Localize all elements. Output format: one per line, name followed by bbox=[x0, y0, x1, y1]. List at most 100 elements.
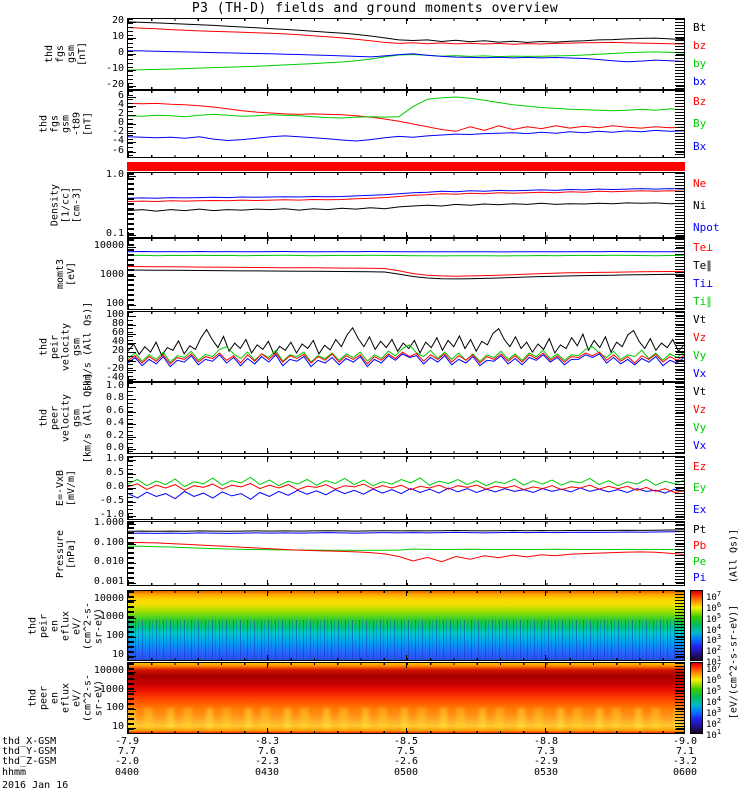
y-major-tick bbox=[128, 502, 136, 503]
legend-label-Bt: Bt bbox=[693, 20, 707, 34]
time-major-tick bbox=[267, 239, 268, 244]
y-tick-label: 40 bbox=[111, 336, 124, 347]
time-major-tick bbox=[545, 457, 546, 462]
y-major-tick bbox=[676, 516, 684, 517]
y-major-tick bbox=[676, 115, 684, 116]
spectrogram-mottle-texture bbox=[128, 707, 684, 729]
time-major-tick bbox=[128, 663, 129, 668]
panel-legend: Ne Ni Npot bbox=[693, 172, 749, 238]
panel-fgs-gsm bbox=[127, 18, 685, 90]
bottom-axis-value: 0430 bbox=[254, 767, 280, 778]
y-major-tick bbox=[128, 412, 136, 413]
colorbar-tick-label: 105 bbox=[706, 612, 722, 625]
series-line-Ez bbox=[128, 482, 684, 494]
time-major-tick bbox=[406, 580, 407, 585]
time-major-tick bbox=[267, 376, 268, 381]
time-major-tick bbox=[545, 232, 546, 237]
y-major-tick bbox=[128, 334, 136, 335]
y-major-tick bbox=[676, 600, 684, 601]
y-major-tick bbox=[128, 22, 136, 23]
panel-series-svg bbox=[128, 326, 684, 368]
time-major-tick bbox=[545, 376, 546, 381]
y-major-tick bbox=[676, 691, 684, 692]
panel-legend: Bz By Bx bbox=[693, 90, 749, 158]
time-major-tick bbox=[406, 383, 407, 388]
time-major-tick bbox=[684, 591, 685, 596]
legend-label-Ti⊥: Ti⊥ bbox=[693, 276, 713, 290]
y-major-tick bbox=[676, 352, 684, 353]
left-axis-minor-ticks bbox=[128, 663, 134, 733]
y-major-tick bbox=[676, 583, 684, 584]
time-major-tick bbox=[684, 84, 685, 89]
legend-label-Ex: Ex bbox=[693, 502, 707, 516]
y-major-tick bbox=[676, 412, 684, 413]
y-axis-label: thd peer en eflux eV/ (cm^2-s- sr-eV) bbox=[27, 673, 105, 723]
y-major-tick bbox=[676, 502, 684, 503]
time-major-tick bbox=[128, 376, 129, 381]
time-major-tick bbox=[406, 232, 407, 237]
bottom-axis-value: -7.9 bbox=[114, 736, 140, 747]
y-tick-label: -20 bbox=[105, 79, 124, 90]
y-tick-label: -4 bbox=[111, 135, 124, 146]
y-major-tick bbox=[128, 637, 136, 638]
time-major-tick bbox=[267, 304, 268, 309]
time-major-tick bbox=[545, 663, 546, 668]
colorbar-tick-label: 103 bbox=[706, 706, 722, 719]
y-major-tick bbox=[676, 276, 684, 277]
colorbar-tick-label: 103 bbox=[706, 633, 722, 646]
time-major-tick bbox=[267, 591, 268, 596]
time-major-tick bbox=[684, 304, 685, 309]
time-major-tick bbox=[128, 239, 129, 244]
y-tick-label: 60 bbox=[111, 327, 124, 338]
y-tick-label: 10000 bbox=[93, 593, 124, 604]
time-major-tick bbox=[545, 304, 546, 309]
time-major-tick bbox=[267, 522, 268, 527]
time-major-tick bbox=[406, 312, 407, 317]
time-major-tick bbox=[267, 448, 268, 453]
time-major-tick bbox=[267, 152, 268, 157]
y-tick-label: 0.5 bbox=[105, 467, 124, 478]
bottom-axis-value: 0400 bbox=[114, 767, 140, 778]
y-major-tick bbox=[676, 97, 684, 98]
y-major-tick bbox=[676, 637, 684, 638]
panel-series-svg bbox=[128, 96, 684, 142]
y-major-tick bbox=[676, 460, 684, 461]
y-major-tick bbox=[128, 516, 136, 517]
left-axis-minor-ticks bbox=[128, 591, 134, 660]
y-major-tick bbox=[128, 672, 136, 673]
y-major-tick bbox=[676, 22, 684, 23]
y-tick-label: -40 bbox=[105, 372, 124, 383]
series-line-Te-para bbox=[128, 269, 684, 280]
y-tick-label: 2 bbox=[117, 108, 124, 119]
y-tick-label: 0.010 bbox=[93, 556, 124, 567]
y-major-tick bbox=[676, 316, 684, 317]
series-line-Pb bbox=[128, 541, 684, 563]
y-major-tick bbox=[676, 142, 684, 143]
y-major-tick bbox=[676, 305, 684, 306]
y-major-tick bbox=[128, 343, 136, 344]
time-major-tick bbox=[545, 91, 546, 96]
panel-legend: Vt Vz Vy Vx bbox=[693, 382, 749, 454]
time-major-tick bbox=[684, 728, 685, 733]
y-major-tick bbox=[676, 672, 684, 673]
right-axis-minor-ticks bbox=[675, 522, 684, 585]
right-axis-minor-ticks bbox=[675, 173, 684, 237]
time-major-tick bbox=[406, 91, 407, 96]
y-major-tick bbox=[128, 600, 136, 601]
y-major-tick bbox=[128, 474, 136, 475]
bottom-axis-row-label: hhmm bbox=[2, 767, 27, 778]
time-major-tick bbox=[684, 232, 685, 237]
time-major-tick bbox=[406, 591, 407, 596]
colorbar bbox=[690, 590, 703, 661]
y-axis-label: E=-VxB [mV/m] bbox=[55, 469, 77, 507]
y-major-tick bbox=[128, 70, 136, 71]
time-major-tick bbox=[128, 655, 129, 660]
y-major-tick bbox=[128, 54, 136, 55]
y-major-tick bbox=[676, 524, 684, 525]
series-line-bz bbox=[128, 27, 684, 45]
y-major-tick bbox=[128, 728, 136, 729]
legend-label-Te∥: Te∥ bbox=[693, 258, 712, 272]
bottom-axis-value: 0600 bbox=[672, 767, 698, 778]
y-major-tick bbox=[128, 379, 136, 380]
time-major-tick bbox=[545, 383, 546, 388]
